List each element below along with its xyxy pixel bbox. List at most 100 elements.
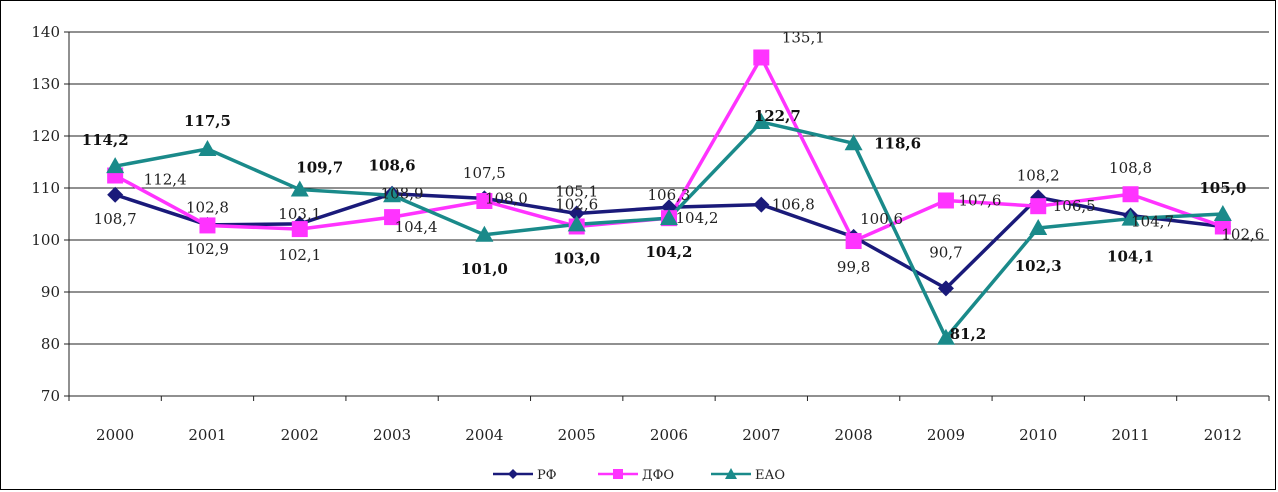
- marker-s2-2008: [845, 233, 862, 250]
- legend-label-3: ЕАО: [755, 468, 785, 483]
- data-label-s2-2006: 104,2: [676, 209, 719, 227]
- data-label-s2-2001: 102,8: [186, 198, 229, 216]
- data-label-s3-2000: 114,2: [82, 131, 129, 149]
- data-label-s1-2005: 105,1: [555, 182, 598, 200]
- marker-s3-2005: [567, 215, 586, 232]
- data-label-s3-2008: 118,6: [874, 134, 921, 152]
- data-label-s1-2009: 90,7: [929, 243, 962, 261]
- marker-s1-2009: [937, 280, 954, 297]
- data-label-s3-2005: 103,0: [553, 249, 600, 267]
- data-label-s1-2004: 108,0: [485, 189, 528, 207]
- data-labels: 108,7 102,9 103,1 108,9 108,0 105,1 106,3 106,8…: [82, 28, 1265, 342]
- marker-s3-2004: [475, 225, 494, 242]
- marker-s3-2002: [290, 180, 309, 197]
- series-markers: [106, 49, 1232, 345]
- marker-s3-2010: [1029, 219, 1048, 236]
- marker-s2-2002: [291, 221, 308, 238]
- marker-s2-2011: [1122, 186, 1139, 203]
- marker-s3-2009: [936, 328, 955, 345]
- y-tick-label-80: 80: [41, 335, 60, 353]
- y-tick-label-70: 70: [41, 387, 60, 405]
- data-label-s3-2001: 117,5: [184, 112, 231, 130]
- data-label-s1-2003: 108,9: [381, 185, 424, 203]
- data-label-s3-2002: 109,7: [296, 159, 343, 177]
- marker-s3-2001: [198, 140, 217, 156]
- data-label-s2-2004: 107,5: [463, 164, 506, 182]
- legend-marker-2: [613, 469, 623, 479]
- data-label-s1-2010: 108,2: [1017, 166, 1060, 184]
- data-label-s1-2011: 104,7: [1131, 213, 1174, 231]
- y-tick-label-90: 90: [41, 283, 60, 301]
- x-tick-label-2000: 2000: [96, 426, 134, 444]
- x-tick-label-2002: 2002: [281, 426, 319, 444]
- axes: [68, 32, 1269, 397]
- marker-s3-2012: [1213, 205, 1232, 221]
- data-label-s2-2007: 135,1: [782, 28, 825, 46]
- marker-s1-2005: [568, 205, 585, 222]
- data-label-s3-2012: 105,0: [1199, 179, 1246, 197]
- gridlines: [69, 31, 1269, 345]
- data-label-s2-2010: 106,5: [1053, 197, 1096, 215]
- legend-label-2: ДФО: [642, 468, 674, 483]
- marker-s2-2004: [476, 193, 493, 209]
- legend-label-1: РФ: [537, 468, 557, 483]
- legend: РФ ДФО ЕАО: [493, 468, 785, 483]
- data-label-s2-2008: 99,8: [837, 258, 870, 276]
- marker-s3-2006: [660, 209, 678, 226]
- y-tick-label-120: 120: [31, 127, 60, 145]
- data-label-s2-2009: 107,6: [958, 191, 1001, 209]
- x-tick-label-2001: 2001: [188, 426, 226, 444]
- marker-s2-2003: [384, 209, 401, 226]
- x-tick-label-2007: 2007: [742, 426, 780, 444]
- y-tick-label-110: 110: [31, 179, 60, 197]
- x-tick-label-2010: 2010: [1019, 426, 1057, 444]
- data-label-s3-2003: 108,6: [369, 156, 416, 174]
- y-tick-label-100: 100: [31, 231, 60, 249]
- data-label-s2-2005: 102,6: [555, 195, 598, 213]
- data-label-s2-2003: 104,4: [395, 218, 438, 236]
- data-label-s3-2004: 101,0: [461, 260, 508, 278]
- data-label-s2-2000: 112,4: [144, 171, 187, 189]
- data-label-s1-2008: 100,6: [860, 210, 903, 228]
- x-tick-label-2011: 2011: [1111, 426, 1149, 444]
- x-tick-label-2006: 2006: [650, 426, 688, 444]
- data-label-s1-2000: 108,7: [94, 210, 137, 228]
- data-label-s3-2009: 81,2: [950, 325, 987, 343]
- data-label-s1-2012: 102,6: [1221, 225, 1264, 243]
- data-label-s3-2011: 104,1: [1107, 248, 1154, 266]
- marker-s2-2009: [937, 192, 954, 209]
- x-tick-label-2012: 2012: [1204, 426, 1242, 444]
- y-tick-label-140: 140: [31, 23, 60, 41]
- marker-s2-2007: [753, 49, 770, 66]
- data-label-s3-2006: 104,2: [646, 243, 693, 261]
- x-tick-label-2004: 2004: [465, 426, 503, 444]
- marker-s2-2012: [1214, 218, 1231, 235]
- marker-s1-2000: [107, 186, 124, 203]
- legend-marker-1: [508, 469, 518, 479]
- marker-s3-2008: [844, 134, 863, 151]
- marker-s3-2011: [1121, 209, 1140, 226]
- x-tick-label-2009: 2009: [927, 426, 965, 444]
- marker-s2-2001: [199, 217, 216, 234]
- marker-s3-2000: [106, 157, 125, 174]
- marker-s3-2003: [383, 186, 402, 203]
- data-label-s3-2007: 122,7: [754, 107, 801, 125]
- x-tick-label-2008: 2008: [835, 426, 873, 444]
- x-tick-label-2005: 2005: [558, 426, 596, 444]
- x-axis-ticks: 2000 2001 2002 2003 2004 2005 2006 2007 2008 2009…: [68, 396, 1270, 444]
- marker-s2-2010: [1030, 198, 1047, 215]
- y-tick-label-130: 130: [31, 75, 60, 93]
- marker-s3-2007: [752, 112, 771, 129]
- data-label-s2-2002: 102,1: [278, 246, 321, 264]
- marker-s1-2007: [753, 196, 770, 213]
- data-label-s1-2007: 106,8: [772, 196, 815, 214]
- legend-marker-3: [725, 468, 737, 479]
- y-axis-ticks: 70 80 90 100 110 120 130 140: [31, 23, 69, 405]
- data-label-s2-2011: 108,8: [1109, 159, 1152, 177]
- data-label-s1-2001: 102,9: [186, 240, 229, 258]
- data-label-s1-2006: 106,3: [648, 186, 691, 204]
- data-label-s3-2010: 102,3: [1015, 257, 1062, 275]
- data-label-s1-2002: 103,1: [278, 205, 321, 223]
